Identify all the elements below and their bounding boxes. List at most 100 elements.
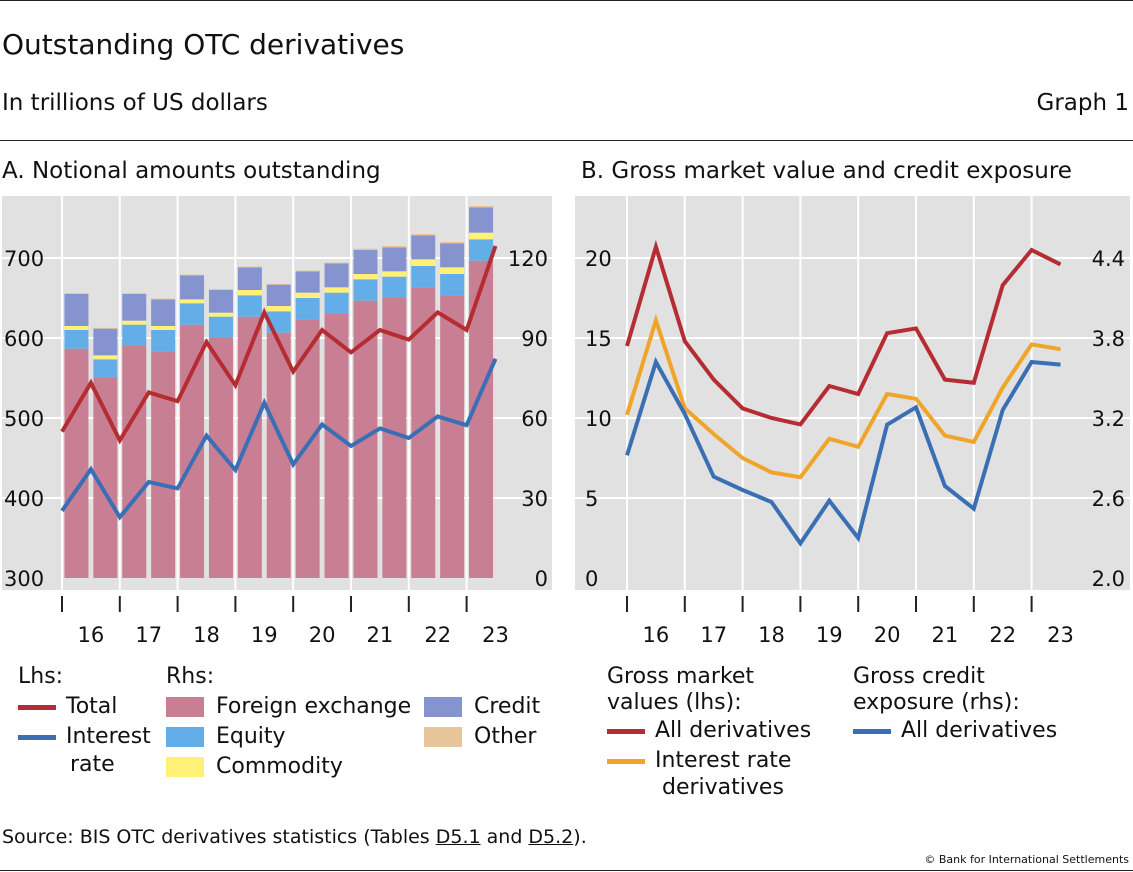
- y-tick-label-rhs: 30: [521, 487, 548, 511]
- bar-segment-credit: [382, 247, 407, 272]
- y-tick-label-rhs: 3.8: [1092, 327, 1125, 351]
- bar-segment-equity: [208, 316, 233, 338]
- bar-segment-foreign-exchange: [440, 295, 465, 578]
- legend-item-other: Other: [424, 722, 536, 752]
- x-tick-label: 22: [424, 623, 451, 647]
- legend-gmv-heading-1: Gross market: [607, 664, 755, 689]
- x-tick-label: 16: [78, 623, 105, 647]
- bar-segment-equity: [324, 292, 349, 314]
- y-tick-label-rhs: 90: [521, 327, 548, 351]
- legend-item-fx: Foreign exchange: [166, 692, 411, 722]
- x-tick-label: 17: [700, 623, 727, 647]
- bar-segment-credit: [353, 250, 378, 274]
- y-tick-label-lhs: 300: [4, 567, 44, 591]
- legend-item-all-derivatives-gce: All derivatives: [853, 716, 1057, 746]
- y-tick-label-rhs: 3.2: [1092, 407, 1125, 431]
- bar-segment-credit: [469, 207, 494, 233]
- source-text: ).: [573, 826, 587, 848]
- legend-item-total: Total: [18, 692, 117, 722]
- box-swatch-icon: [424, 697, 462, 717]
- y-tick-label-lhs: 400: [4, 487, 44, 511]
- bar-segment-foreign-exchange: [64, 348, 89, 578]
- bar-segment-other: [411, 234, 436, 236]
- y-tick-label-rhs: 0: [535, 567, 548, 591]
- line-swatch-icon: [607, 728, 645, 734]
- legend-item-interest-rate: Interest: [18, 722, 151, 752]
- line-series-2: [625, 356, 1061, 547]
- y-tick-label-rhs: 4.4: [1092, 247, 1125, 271]
- y-tick-label-lhs: 20: [585, 247, 612, 271]
- bar-segment-credit: [266, 284, 291, 306]
- x-tick-label: 17: [135, 623, 162, 647]
- header-rule: [0, 140, 1133, 141]
- bar-segment-credit: [151, 299, 176, 326]
- x-tick-label: 16: [643, 623, 670, 647]
- x-tick-label: 23: [482, 623, 509, 647]
- bar-segment-credit: [237, 267, 262, 290]
- y-tick-label-rhs: 2.6: [1092, 487, 1125, 511]
- legend-item-equity: Equity: [166, 722, 286, 752]
- x-tick-label: 19: [251, 623, 278, 647]
- bar-segment-commodity: [266, 306, 291, 312]
- legend-label: Other: [474, 724, 537, 749]
- bar-segment-equity: [469, 239, 494, 261]
- graph-subtitle: In trillions of US dollars: [2, 90, 268, 116]
- line-series-1: [625, 313, 1061, 480]
- legend-label: Credit: [474, 694, 541, 719]
- legend-label: Foreign exchange: [216, 694, 412, 719]
- box-swatch-icon: [424, 727, 462, 747]
- source-note: Source: BIS OTC derivatives statistics (…: [2, 826, 587, 848]
- y-tick-label-rhs: 120: [508, 247, 548, 271]
- legend-rhs-label: Rhs:: [166, 664, 215, 689]
- x-tick-label: 21: [367, 623, 394, 647]
- bar-segment-equity: [382, 276, 407, 298]
- bar-segment-foreign-exchange: [295, 319, 320, 578]
- bar-segment-commodity: [93, 355, 118, 360]
- bar-segment-credit: [440, 243, 465, 268]
- bar-segment-other: [208, 289, 233, 290]
- legend-item-ir-derivatives: Interest rate: [607, 746, 791, 776]
- copyright: © Bank for International Settlements: [924, 853, 1129, 866]
- bar-segment-equity: [237, 295, 262, 317]
- panel-a-chart: 16 17 18 19 20 21 22 23 300 400 500 600 700 0 30 60 90 12…: [2, 196, 552, 647]
- bar-segment-commodity: [122, 320, 147, 325]
- bar-segment-other: [469, 206, 494, 208]
- legend-gce-heading-2: exposure (rhs):: [853, 690, 1020, 715]
- x-tick-label: 20: [309, 623, 336, 647]
- bar-segment-commodity: [237, 290, 262, 296]
- bar-segment-equity: [353, 279, 378, 301]
- bar-segment-equity: [411, 266, 436, 288]
- bar-segment-credit: [122, 294, 147, 321]
- y-tick-label-rhs: 2.0: [1092, 567, 1125, 591]
- bar-segment-other: [237, 266, 262, 268]
- y-tick-label-rhs: 60: [521, 407, 548, 431]
- legend-label: Interest: [66, 724, 151, 749]
- legend-label: All derivatives: [901, 718, 1058, 743]
- box-swatch-icon: [166, 697, 204, 717]
- bar-segment-commodity: [180, 299, 205, 304]
- y-tick-label-lhs: 5: [585, 487, 598, 511]
- bar-segment-foreign-exchange: [237, 316, 262, 578]
- bar-segment-other: [353, 248, 378, 250]
- bar-segment-commodity: [469, 232, 494, 240]
- bar-segment-commodity: [353, 274, 378, 280]
- bar-segment-foreign-exchange: [382, 298, 407, 578]
- bar-segment-commodity: [64, 326, 89, 330]
- legend-item-all-derivatives-gmv: All derivatives: [607, 716, 811, 746]
- bar-segment-equity: [440, 274, 465, 296]
- bar-segment-credit: [295, 271, 320, 293]
- x-tick-label: 20: [874, 623, 901, 647]
- bar-segment-equity: [122, 324, 147, 346]
- x-tick-label: 19: [816, 623, 843, 647]
- bar-segment-foreign-exchange: [180, 324, 205, 578]
- y-tick-label-lhs: 500: [4, 407, 44, 431]
- bar-segment-other: [266, 283, 291, 285]
- bottom-rule: [0, 870, 1133, 871]
- panel-b-chart: 16 17 18 19 20 21 22 23 0 5 10 15 20 2.0 2.6 3.2 3.8 4.4: [575, 196, 1130, 647]
- link-d5-1[interactable]: D5.1: [435, 826, 481, 848]
- link-d5-2[interactable]: D5.2: [528, 826, 574, 848]
- bar-segment-commodity: [151, 326, 176, 330]
- box-swatch-icon: [166, 757, 204, 777]
- x-tick-label: 23: [1047, 623, 1074, 647]
